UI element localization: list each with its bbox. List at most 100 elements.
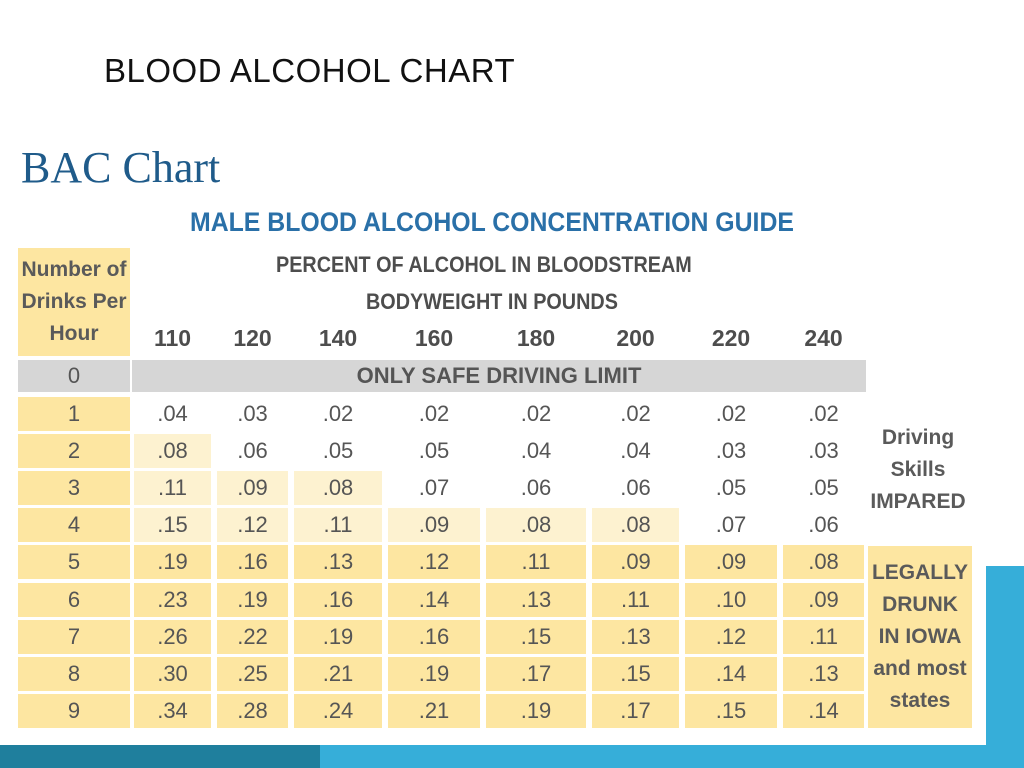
bac-value-cell: .02 — [715, 401, 747, 426]
bac-value-cell: .14 — [388, 582, 480, 617]
weight-column-header: 120 — [233, 324, 272, 351]
bac-value-cell: .11 — [134, 471, 211, 506]
column-group-label: BODYWEIGHT IN POUNDS — [366, 289, 618, 314]
bac-value-cell: .19 — [388, 656, 480, 691]
bac-value-cell: .13 — [592, 619, 679, 654]
drinks-row-label: 5 — [18, 545, 130, 580]
bac-value-cell: .16 — [294, 582, 382, 617]
weight-column-header: 220 — [711, 324, 751, 351]
bac-value-cell: .12 — [217, 508, 288, 543]
bac-value-cell: .15 — [592, 656, 679, 691]
row-header-line: Drinks Per — [21, 290, 127, 313]
bac-value-cell: .25 — [217, 656, 288, 691]
weight-column-header: 140 — [318, 324, 358, 351]
bac-value-cell: .34 — [134, 693, 211, 728]
bac-value-cell: .30 — [134, 656, 211, 691]
bac-value-cell: .06 — [808, 512, 839, 538]
bac-value-cell: .15 — [685, 693, 777, 728]
bac-value-cell: .17 — [592, 693, 679, 728]
drunk-label-line: DRUNK — [882, 593, 958, 616]
bac-chart: BAC Chart MALE BLOOD ALCOHOL CONCENTRATI… — [0, 130, 986, 745]
slide-title: BLOOD ALCOHOL CHART — [104, 52, 516, 89]
bac-value-cell: .05 — [808, 475, 839, 501]
bac-value-cell: .08 — [294, 471, 382, 506]
bac-value-cell: .28 — [217, 693, 288, 728]
bac-value-cell: .17 — [486, 656, 586, 691]
bac-value-cell: .21 — [294, 656, 382, 691]
bac-value-cell: .24 — [294, 693, 382, 728]
bac-value-cell: .10 — [685, 582, 777, 617]
bac-value-cell: .05 — [715, 475, 747, 501]
bac-value-cell: .19 — [294, 619, 382, 654]
bac-value-cell: .07 — [715, 512, 747, 538]
drunk-zone-label: LEGALLY DRUNK IN IOWA and most states — [868, 546, 972, 728]
bottom-accent-bar-dark — [0, 744, 320, 768]
drinks-row-label: 7 — [18, 619, 130, 654]
bac-value-cell: .02 — [620, 401, 651, 426]
bac-value-cell: .11 — [294, 508, 382, 543]
drunk-label-line: LEGALLY — [871, 561, 969, 584]
bac-value-cell: .03 — [237, 401, 268, 426]
row-header-line: Hour — [49, 322, 99, 345]
drinks-row-label: 2 — [18, 434, 130, 469]
bac-value-cell: .11 — [486, 545, 586, 580]
bac-value-cell: .09 — [217, 471, 288, 506]
bac-value-cell: .15 — [486, 619, 586, 654]
bac-value-cell: .06 — [620, 475, 651, 501]
bac-value-cell: .07 — [418, 475, 450, 501]
bac-value-cell: .09 — [388, 508, 480, 543]
drunk-label-line: IN IOWA — [878, 625, 962, 648]
bac-value-cell: .08 — [134, 434, 211, 469]
weight-column-header: 240 — [804, 324, 843, 351]
bac-value-cell: .14 — [783, 693, 864, 728]
bac-value-cell: .09 — [783, 582, 864, 617]
bac-value-cell: .02 — [808, 401, 839, 426]
bac-value-cell: .02 — [322, 401, 354, 426]
drunk-label-line: states — [889, 689, 951, 712]
bac-value-cell: .23 — [134, 582, 211, 617]
bac-value-cell: .11 — [592, 582, 679, 617]
bac-value-cell: .19 — [134, 545, 211, 580]
bac-value-cell: .26 — [134, 619, 211, 654]
row-header-label: Number of Drinks Per Hour — [18, 248, 130, 356]
impaired-label-line: IMPARED — [870, 490, 966, 513]
bac-value-cell: .09 — [685, 545, 777, 580]
weight-column-header: 180 — [516, 324, 556, 351]
impaired-label-line: Driving — [881, 426, 955, 449]
weight-column-header: 200 — [616, 324, 655, 351]
blue-accent-bar — [984, 566, 1024, 768]
row-header-line: Number of — [21, 258, 127, 281]
bac-value-cell: .06 — [520, 475, 552, 501]
weight-column-header: 110 — [153, 324, 192, 351]
bac-value-cell: .12 — [388, 545, 480, 580]
bac-value-cell: .03 — [715, 438, 747, 464]
bac-value-cell: .16 — [217, 545, 288, 580]
bac-value-cell: .04 — [520, 438, 552, 464]
bac-value-cell: .03 — [808, 438, 839, 464]
drinks-row-label: 8 — [18, 656, 130, 691]
bac-value-cell: .05 — [418, 438, 450, 464]
bac-value-cell: .04 — [157, 401, 188, 426]
drinks-row-label: 9 — [18, 693, 130, 728]
bac-value-cell: .06 — [237, 438, 268, 464]
bac-value-cell: .12 — [685, 619, 777, 654]
bac-value-cell: .08 — [486, 508, 586, 543]
chart-subtitle: PERCENT OF ALCOHOL IN BLOODSTREAM — [276, 252, 692, 277]
bac-value-cell: .05 — [322, 438, 354, 464]
safe-limit-band: ONLY SAFE DRIVING LIMIT — [132, 360, 866, 392]
bac-value-cell: .08 — [592, 508, 679, 543]
bac-value-cell: .22 — [217, 619, 288, 654]
bac-value-cell: .13 — [294, 545, 382, 580]
drinks-row-label: 1 — [18, 397, 130, 431]
drinks-row-label: 4 — [18, 508, 130, 543]
weight-column-header: 160 — [414, 324, 454, 351]
chart-title: MALE BLOOD ALCOHOL CONCENTRATION GUIDE — [190, 207, 794, 237]
bac-value-cell: .15 — [134, 508, 211, 543]
row-label-0: 0 — [18, 360, 130, 392]
drunk-label-line: and most — [873, 657, 967, 680]
bac-value-cell: .21 — [388, 693, 480, 728]
bac-value-cell: .11 — [783, 619, 864, 654]
bac-value-cell: .19 — [486, 693, 586, 728]
bac-value-cell: .19 — [217, 582, 288, 617]
bac-value-cell: .02 — [418, 401, 450, 426]
